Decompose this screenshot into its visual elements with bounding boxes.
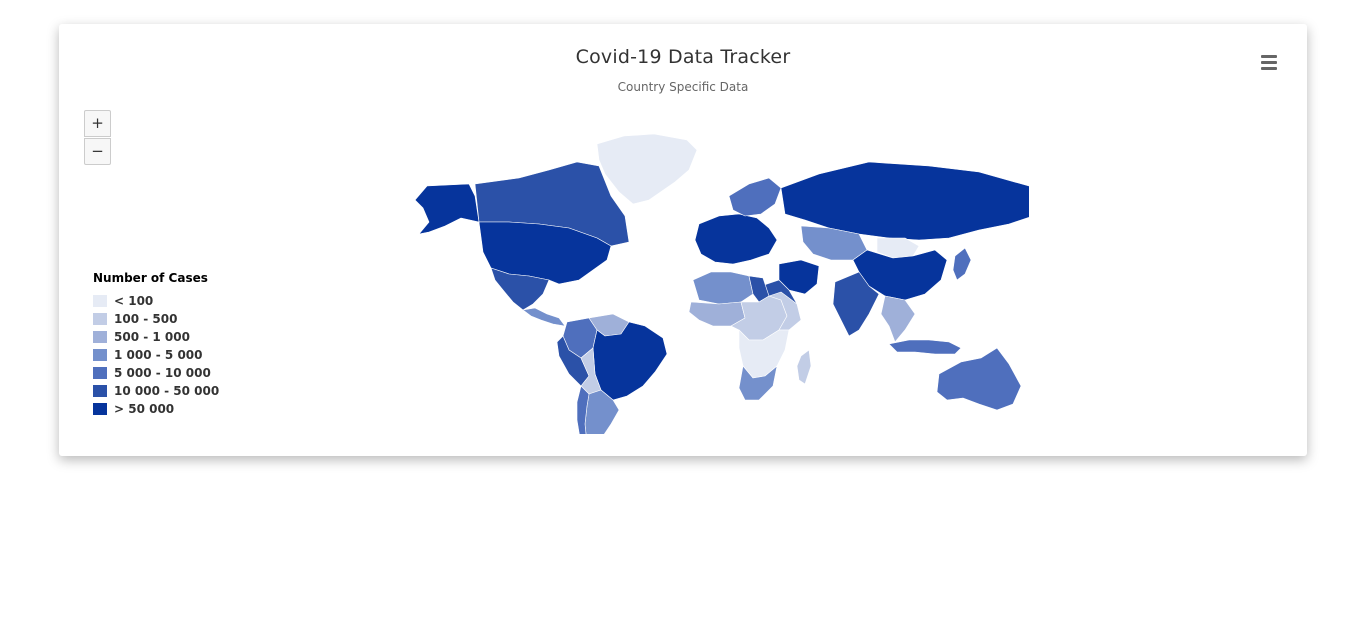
legend-label: 5 000 - 10 000	[114, 366, 211, 380]
legend-item[interactable]: > 50 000	[93, 400, 219, 418]
chart-subtitle: Country Specific Data	[617, 80, 749, 94]
country-region[interactable]: Chile	[576, 385, 595, 434]
legend: Number of Cases < 100 100 - 500 500 - 1 00…	[93, 271, 219, 418]
country-region[interactable]: Greenland	[596, 133, 698, 205]
legend-swatch	[93, 295, 107, 307]
legend-swatch	[93, 385, 107, 397]
legend-swatch	[93, 313, 107, 325]
country-region[interactable]: Indonesia	[888, 339, 962, 355]
legend-label: 10 000 - 50 000	[114, 384, 220, 398]
chart-card: Covid-19 Data Tracker Country Specific D…	[59, 24, 1307, 456]
zoom-out-button[interactable]: −	[84, 138, 111, 165]
country-region[interactable]: West Africa	[688, 301, 746, 327]
country-region[interactable]: India	[832, 271, 880, 337]
country-region[interactable]: South Africa	[738, 365, 778, 401]
country-region[interactable]: Scandinavia	[728, 177, 782, 217]
legend-label: > 50 000	[114, 402, 175, 416]
country-region[interactable]: Japan	[952, 247, 972, 281]
country-region[interactable]: Southern Africa	[738, 329, 790, 379]
country-region[interactable]: Madagascar	[796, 349, 812, 385]
world-map[interactable]: Alaska / United StatesCanadaUnited State…	[349, 104, 1029, 434]
legend-title: Number of Cases	[93, 271, 208, 285]
legend-item[interactable]: 10 000 - 50 000	[93, 382, 219, 400]
legend-item[interactable]: 100 - 500	[93, 310, 219, 328]
country-region[interactable]: Australia	[936, 347, 1022, 411]
country-region[interactable]: Alaska / United States	[414, 183, 480, 235]
zoom-in-button[interactable]: +	[84, 110, 111, 137]
legend-item[interactable]: 500 - 1 000	[93, 328, 219, 346]
country-region[interactable]: Mexico	[490, 267, 550, 311]
legend-label: 100 - 500	[114, 312, 178, 326]
country-region[interactable]: North Africa	[692, 271, 754, 305]
legend-label: 1 000 - 5 000	[114, 348, 203, 362]
hamburger-menu-icon[interactable]	[1255, 51, 1283, 75]
legend-swatch	[93, 349, 107, 361]
legend-label: < 100	[114, 294, 154, 308]
legend-item[interactable]: 5 000 - 10 000	[93, 364, 219, 382]
legend-item[interactable]: 1 000 - 5 000	[93, 346, 219, 364]
legend-label: 500 - 1 000	[114, 330, 190, 344]
country-region[interactable]: Western Europe	[694, 213, 778, 265]
legend-swatch	[93, 367, 107, 379]
country-region[interactable]: Southeast Asia	[880, 295, 916, 343]
legend-swatch	[93, 331, 107, 343]
legend-item[interactable]: < 100	[93, 292, 219, 310]
country-region[interactable]: Central America	[522, 307, 566, 327]
legend-swatch	[93, 403, 107, 415]
chart-title: Covid-19 Data Tracker	[575, 46, 791, 68]
